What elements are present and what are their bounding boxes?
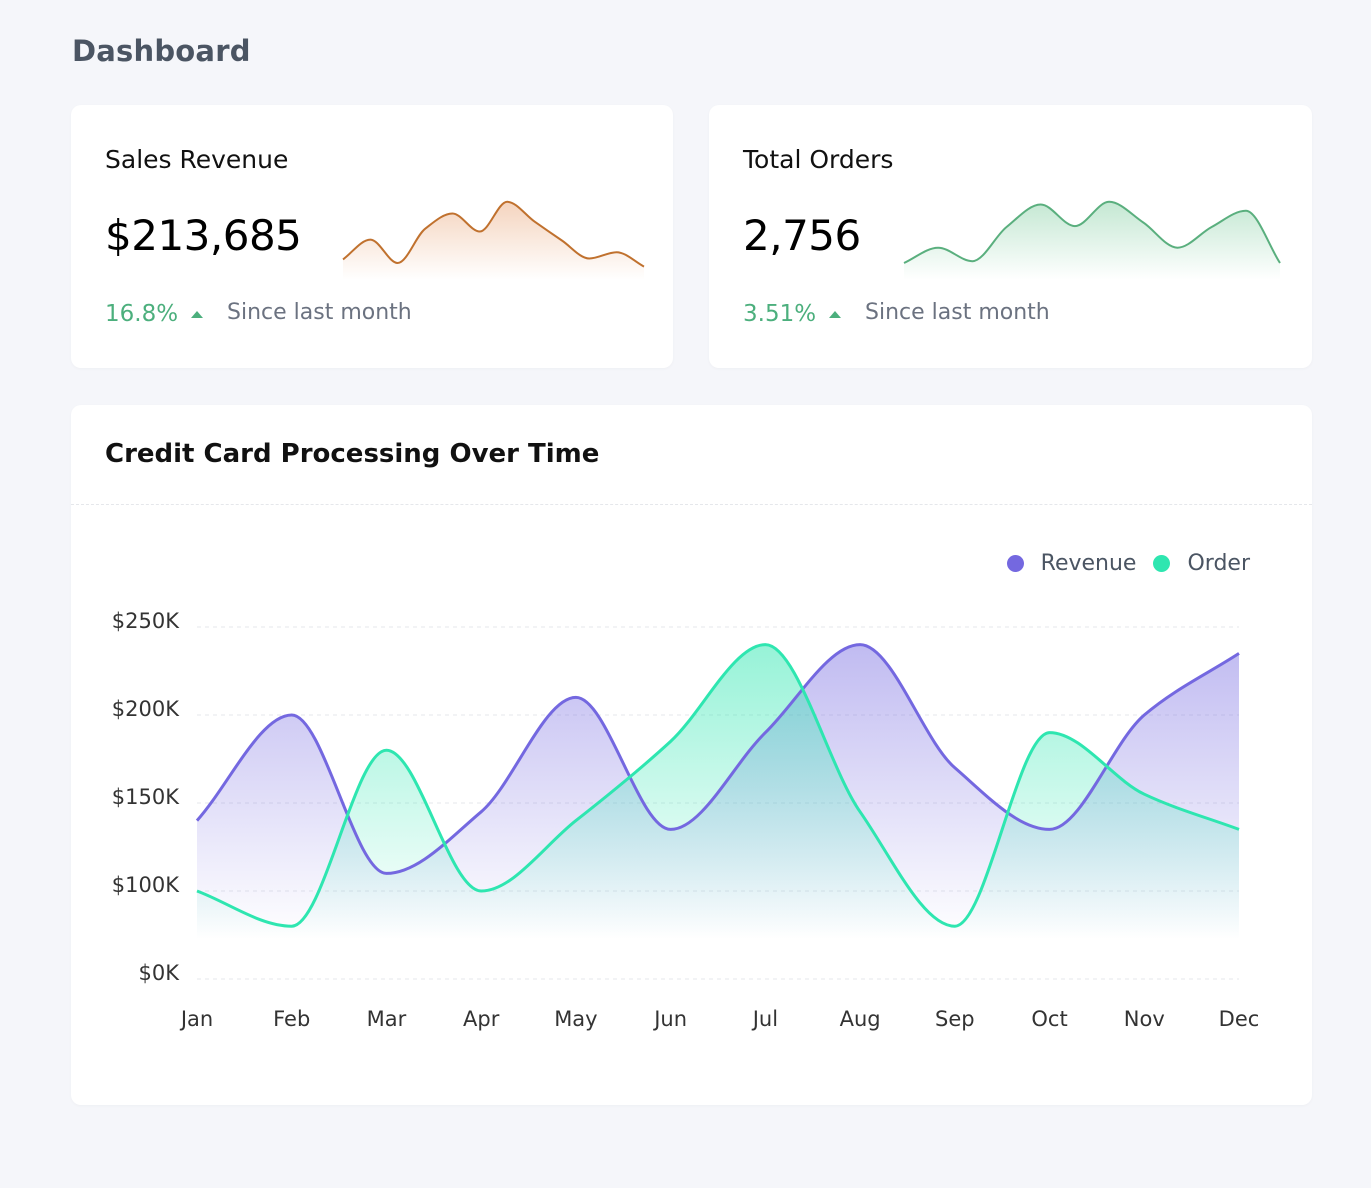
y-tick-label: $0K (139, 961, 181, 985)
x-tick-label: Sep (935, 1007, 975, 1031)
kpi-label: Total Orders (743, 145, 894, 174)
sales-revenue-card: Sales Revenue $213,685 16.8% Since last … (71, 105, 673, 368)
total-orders-card: Total Orders 2,756 3.51% Since last mont… (709, 105, 1312, 368)
kpi-change: 3.51% (743, 301, 817, 327)
chart-legend: Revenue Order (990, 551, 1250, 576)
x-tick-label: Oct (1031, 1007, 1067, 1031)
chart-title: Credit Card Processing Over Time (105, 439, 600, 469)
x-tick-label: Feb (273, 1007, 310, 1031)
up-arrow-icon (191, 311, 203, 318)
legend-label: Revenue (1040, 551, 1137, 576)
orders-sparkline (903, 200, 1281, 280)
revenue-dot-icon (1006, 555, 1024, 572)
kpi-label: Sales Revenue (105, 145, 289, 174)
legend-label: Order (1187, 551, 1250, 576)
x-tick-label: Mar (367, 1007, 407, 1031)
sparkline-area (343, 201, 644, 280)
sparkline-line (903, 200, 1281, 264)
legend-order[interactable]: Order (1153, 551, 1250, 576)
kpi-value: 2,756 (743, 211, 861, 260)
sparkline-area (904, 201, 1280, 280)
order-line (196, 643, 1240, 928)
sales-sparkline (342, 200, 645, 280)
kpi-since: Since last month (865, 300, 1050, 325)
y-tick-label: $150K (112, 785, 180, 809)
revenue-area (197, 644, 1239, 939)
x-tick-label: Jun (652, 1007, 687, 1031)
x-tick-label: Nov (1124, 1007, 1165, 1031)
x-tick-label: May (554, 1007, 597, 1031)
legend-revenue[interactable]: Revenue (1006, 551, 1137, 576)
x-tick-label: Jan (179, 1007, 213, 1031)
y-tick-label: $200K (112, 697, 180, 721)
kpi-change: 16.8% (105, 301, 179, 327)
sparkline-line (342, 200, 645, 268)
y-tick-label: $100K (112, 873, 180, 897)
y-tick-label: $250K (112, 609, 180, 633)
order-dot-icon (1153, 555, 1171, 572)
page-title: Dashboard (72, 34, 251, 68)
divider (71, 504, 1312, 505)
x-tick-label: Apr (463, 1007, 500, 1031)
x-tick-label: Jul (751, 1007, 778, 1031)
up-arrow-icon (829, 311, 841, 318)
kpi-value: $213,685 (105, 211, 302, 260)
x-tick-label: Dec (1219, 1007, 1260, 1031)
kpi-since: Since last month (227, 300, 412, 325)
revenue-line (195, 643, 1240, 875)
x-tick-label: Aug (840, 1007, 881, 1031)
